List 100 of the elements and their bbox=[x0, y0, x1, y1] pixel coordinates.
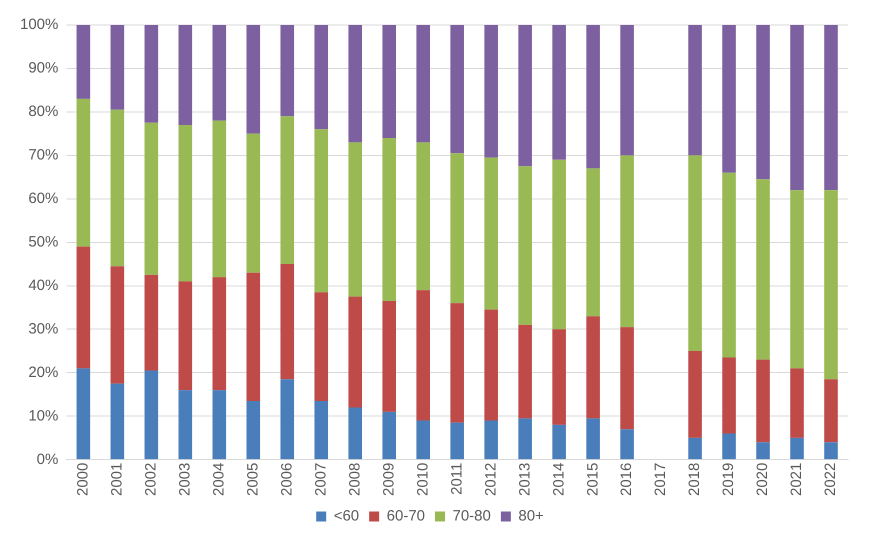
bar bbox=[178, 281, 192, 390]
bar bbox=[450, 422, 464, 460]
bar bbox=[144, 274, 158, 371]
bar bbox=[416, 25, 430, 142]
x-tick-label: 2002 bbox=[142, 462, 160, 496]
x-tick-label: 2000 bbox=[74, 462, 92, 496]
bar bbox=[110, 384, 124, 460]
bar bbox=[212, 120, 226, 278]
x-tick-label: 2006 bbox=[278, 462, 296, 496]
bar bbox=[416, 290, 430, 421]
bar bbox=[144, 25, 158, 123]
bar bbox=[756, 179, 770, 360]
bar bbox=[246, 25, 260, 134]
legend-label: 60-70 bbox=[386, 508, 426, 525]
y-tick-label: 100% bbox=[20, 16, 58, 34]
x-tick-label: 2021 bbox=[788, 462, 806, 496]
bar bbox=[348, 407, 362, 460]
bar bbox=[518, 25, 532, 166]
x-tick-label: 2011 bbox=[448, 462, 466, 495]
bar bbox=[586, 418, 600, 460]
bar bbox=[450, 303, 464, 423]
bar bbox=[722, 434, 736, 460]
y-tick-label: 10% bbox=[28, 407, 58, 424]
bar bbox=[110, 110, 124, 266]
x-tick-label: 2015 bbox=[584, 462, 602, 496]
bar bbox=[348, 25, 362, 142]
y-tick-label: 60% bbox=[28, 190, 58, 207]
bar bbox=[790, 368, 804, 438]
bar bbox=[144, 370, 158, 460]
bar bbox=[212, 390, 226, 460]
bar bbox=[450, 25, 464, 154]
bar bbox=[314, 25, 328, 130]
bar bbox=[314, 129, 328, 292]
legend-label: 70-80 bbox=[452, 508, 491, 525]
bar bbox=[76, 368, 90, 460]
bar bbox=[382, 300, 396, 412]
bar bbox=[688, 438, 702, 460]
bar bbox=[518, 418, 532, 460]
bar bbox=[110, 266, 124, 384]
bar bbox=[620, 327, 634, 430]
bar bbox=[688, 25, 702, 156]
x-tick-label: 2004 bbox=[210, 462, 228, 496]
bar bbox=[280, 264, 294, 380]
bar bbox=[824, 379, 838, 442]
bar bbox=[246, 134, 260, 273]
bar bbox=[722, 25, 736, 173]
bar bbox=[756, 360, 770, 442]
bar bbox=[314, 400, 328, 460]
bar bbox=[552, 160, 566, 330]
bar bbox=[212, 25, 226, 121]
bar bbox=[824, 190, 838, 380]
bar bbox=[586, 316, 600, 418]
x-tick-label: 2018 bbox=[686, 462, 704, 496]
x-tick-label: 2014 bbox=[550, 462, 568, 496]
x-tick-label: 2017 bbox=[652, 462, 670, 496]
bar bbox=[144, 122, 158, 275]
y-tick-label: 0% bbox=[36, 450, 58, 468]
bar bbox=[416, 142, 430, 290]
bar bbox=[552, 25, 566, 160]
y-tick-label: 90% bbox=[28, 60, 58, 77]
bar bbox=[178, 25, 192, 125]
bar bbox=[552, 424, 566, 460]
bar bbox=[484, 25, 498, 158]
bar bbox=[756, 442, 770, 460]
bar bbox=[314, 292, 328, 401]
bar bbox=[382, 138, 396, 301]
bar bbox=[416, 420, 430, 460]
x-tick-label: 2008 bbox=[346, 462, 364, 496]
bar bbox=[348, 296, 362, 408]
x-tick-label: 2020 bbox=[754, 462, 772, 496]
y-tick-label: 50% bbox=[28, 233, 58, 250]
y-tick-label: 80% bbox=[28, 103, 58, 120]
bar bbox=[246, 400, 260, 460]
bar bbox=[246, 272, 260, 401]
bar bbox=[280, 379, 294, 460]
bar bbox=[518, 166, 532, 325]
bar bbox=[76, 98, 90, 247]
bar bbox=[178, 390, 192, 460]
bar bbox=[212, 277, 226, 390]
bar bbox=[382, 412, 396, 460]
x-tick-label: 2012 bbox=[482, 462, 500, 496]
x-tick-label: 2007 bbox=[312, 462, 330, 496]
bar bbox=[790, 190, 804, 368]
x-tick-label: 2013 bbox=[516, 462, 534, 496]
x-tick-label: 2001 bbox=[108, 462, 126, 496]
bar bbox=[824, 25, 838, 190]
legend-label: <60 bbox=[334, 508, 360, 525]
bar bbox=[688, 350, 702, 438]
x-tick-label: 2022 bbox=[822, 462, 840, 496]
bar bbox=[586, 168, 600, 316]
x-tick-label: 2010 bbox=[414, 462, 432, 496]
y-tick-label: 30% bbox=[28, 320, 58, 338]
bar bbox=[76, 25, 90, 99]
y-tick-label: 40% bbox=[28, 276, 58, 294]
bar bbox=[620, 25, 634, 156]
bar bbox=[688, 155, 702, 351]
bar bbox=[722, 172, 736, 358]
bar bbox=[790, 438, 804, 460]
bar bbox=[280, 25, 294, 116]
x-tick-label: 2003 bbox=[176, 462, 194, 496]
